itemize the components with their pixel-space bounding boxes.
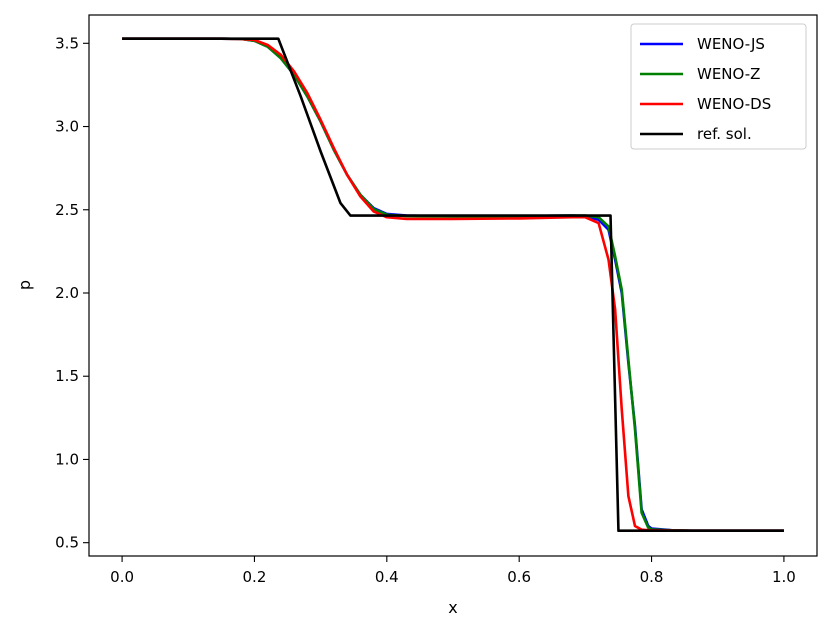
x-tick-label: 1.0 [772, 568, 796, 586]
legend-label: ref. sol. [697, 125, 752, 143]
legend-label: WENO-JS [697, 35, 765, 53]
x-tick-label: 0.6 [507, 568, 531, 586]
legend-label: WENO-DS [697, 95, 771, 113]
y-axis: 0.5 1.0 1.5 2.0 2.5 3.0 3.5 [55, 34, 89, 552]
x-axis-label: x [448, 598, 457, 617]
x-tick-label: 0.0 [110, 568, 134, 586]
legend-label: WENO-Z [697, 65, 760, 83]
x-tick-label: 0.8 [640, 568, 664, 586]
legend: WENO-JS WENO-Z WENO-DS ref. sol. [630, 23, 807, 150]
plot-frame [88, 14, 818, 557]
y-axis-label: p [15, 280, 34, 290]
y-tick-label: 3.5 [55, 34, 79, 52]
y-tick-label: 2.5 [55, 201, 79, 219]
x-tick-label: 0.2 [243, 568, 267, 586]
y-tick-label: 1.0 [55, 450, 79, 468]
legend-frame [630, 23, 807, 150]
y-tick-label: 0.5 [55, 534, 79, 552]
y-tick-label: 3.0 [55, 118, 79, 136]
series-line-ref-sol [122, 37, 784, 532]
y-tick-label: 2.0 [55, 284, 79, 302]
x-axis: 0.0 0.2 0.4 0.6 0.8 1.0 [110, 556, 796, 586]
series-line-weno-ds [122, 37, 784, 532]
series-layer [122, 37, 784, 532]
y-tick-label: 1.5 [55, 367, 79, 385]
x-tick-label: 0.4 [375, 568, 399, 586]
